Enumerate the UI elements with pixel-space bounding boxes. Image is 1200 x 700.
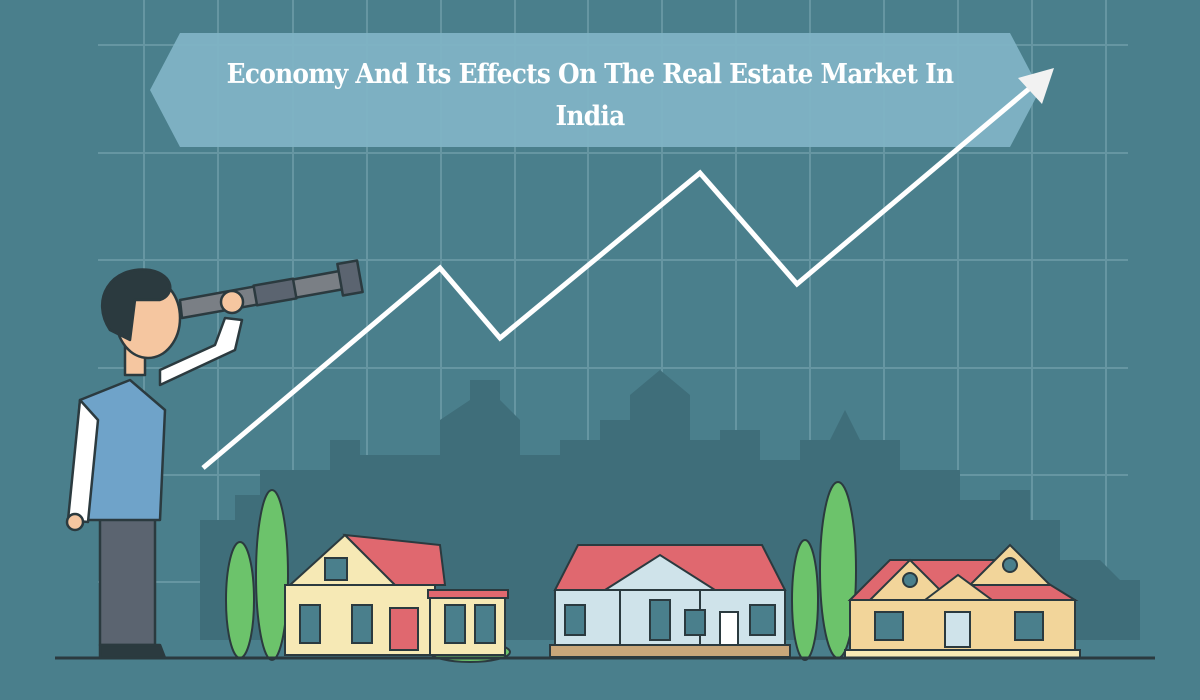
man-with-telescope: [65, 259, 364, 660]
house: [549, 544, 791, 658]
house: [844, 543, 1081, 659]
banner-title: Economy And Its Effects On The Real Esta…: [226, 59, 954, 132]
trend-arrow-up: [201, 86, 1032, 470]
house: [284, 533, 509, 656]
arrow-head-icon: [1018, 68, 1054, 104]
title-banner: [150, 33, 1040, 147]
